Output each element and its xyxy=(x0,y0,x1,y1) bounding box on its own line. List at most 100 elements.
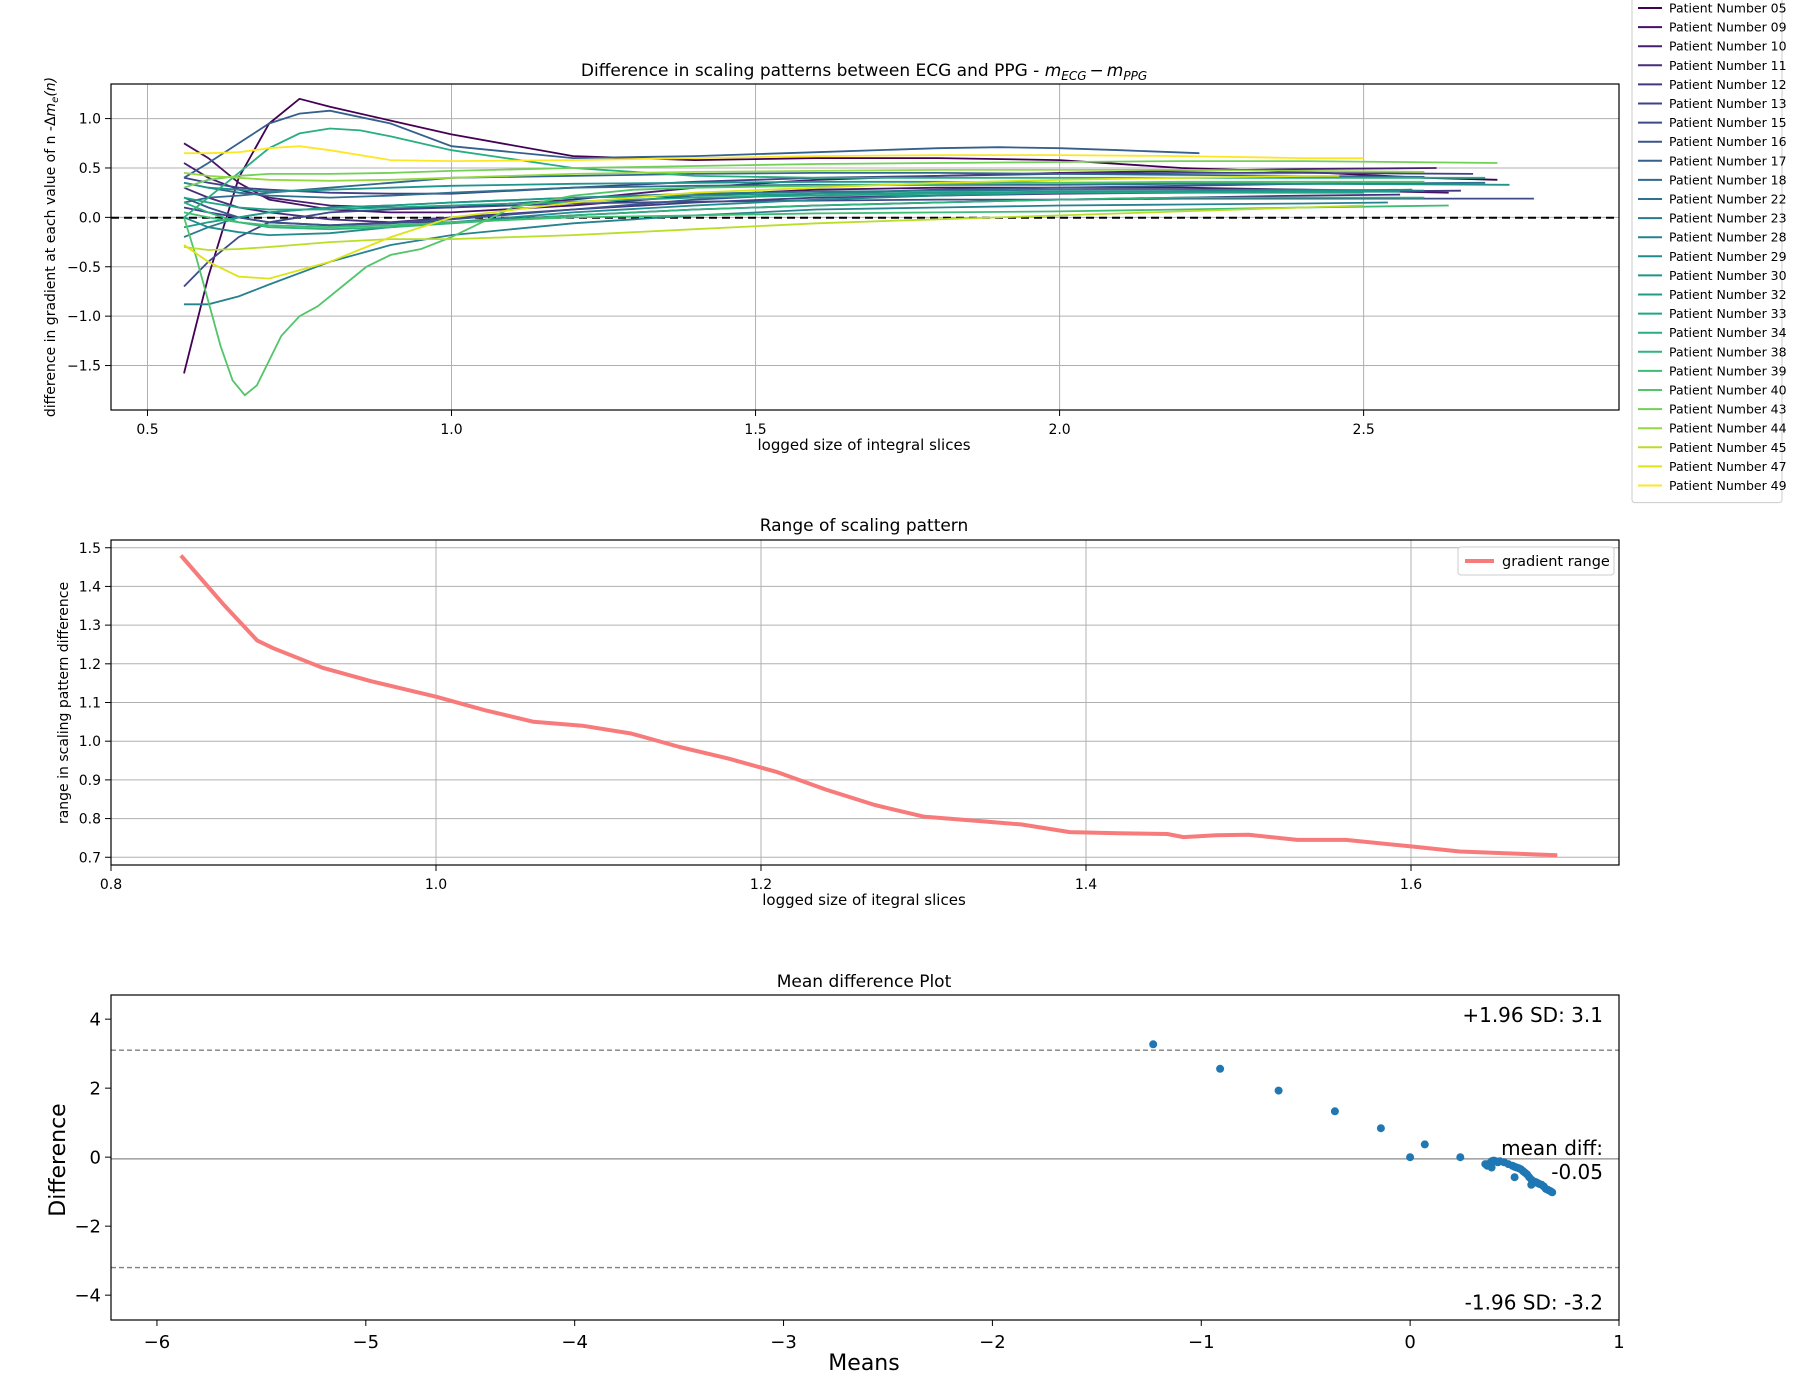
x-tick-label: 1.4 xyxy=(1075,877,1097,893)
x-tick-label: 2.0 xyxy=(1048,422,1070,438)
legend-box xyxy=(1631,0,1783,504)
chart1-x-axis-label: logged size of integral slices xyxy=(757,436,970,454)
x-tick-label: 0.8 xyxy=(100,877,122,893)
y-tick-label: 1.1 xyxy=(79,696,101,712)
chart1-legend: Patient Number 05 Patient Number 09 Patien… xyxy=(1631,0,1787,504)
y-tick-label: 0.8 xyxy=(79,812,101,828)
y-tick-label: 1.0 xyxy=(79,112,101,128)
mean-diff-label: mean diff: xyxy=(1501,1136,1603,1160)
chart1-y-axis-label: difference in gradient at each value of … xyxy=(43,77,61,417)
legend-entry: Patient Number 44 xyxy=(1669,421,1787,436)
x-tick-label: −4 xyxy=(561,1332,588,1353)
series-line-9 xyxy=(183,109,1200,179)
series-line-20 xyxy=(183,204,1449,229)
y-tick-label: 1.4 xyxy=(79,579,101,595)
legend-entry: Patient Number 38 xyxy=(1669,344,1787,359)
series-line-22 xyxy=(183,160,1498,189)
x-tick-label: −3 xyxy=(770,1332,797,1353)
legend-entry: Patient Number 13 xyxy=(1669,96,1787,111)
legend-entry: Patient Number 32 xyxy=(1669,287,1787,302)
chart2-y-axis-label: range in scaling pattern difference xyxy=(56,582,72,824)
y-tick-label: 0.9 xyxy=(79,773,101,789)
legend-entry: Patient Number 09 xyxy=(1669,20,1787,35)
series-line-1 xyxy=(183,97,1498,374)
series-line-11 xyxy=(183,181,1486,199)
legend-box xyxy=(1457,546,1615,576)
x-tick-label: −5 xyxy=(353,1332,380,1353)
range-scaling-chart: Range of scaling pattern 0.8 1.0 1.2 1.4 1.6… xyxy=(56,516,1620,909)
upper-limit-label: +1.96 SD: 3.1 xyxy=(1462,1003,1603,1027)
y-tick-label: −1.5 xyxy=(67,359,101,375)
series-line-10 xyxy=(183,172,1425,204)
legend-entry: Patient Number 43 xyxy=(1669,402,1787,417)
series-line-13 xyxy=(184,201,1388,306)
data-point xyxy=(1527,1180,1536,1189)
chart3-y-axis-label: Difference xyxy=(46,1103,71,1216)
legend-entry: Patient Number 11 xyxy=(1669,58,1787,73)
legend-entry: Patient Number 16 xyxy=(1669,134,1787,149)
legend-entry: Patient Number 33 xyxy=(1669,306,1787,321)
y-tick-label: 4 xyxy=(90,1010,101,1031)
scaling-difference-chart: Difference in scaling patterns between E… xyxy=(43,0,1787,504)
y-tick-label: 1.5 xyxy=(79,541,101,557)
x-tick-label: 1.5 xyxy=(744,422,766,438)
x-tick-label: 0 xyxy=(1404,1332,1415,1353)
y-tick-label: −1.0 xyxy=(67,309,101,325)
x-tick-label: −2 xyxy=(979,1332,1006,1353)
data-point xyxy=(1406,1153,1415,1162)
chart3-plot-frame xyxy=(110,994,1620,1321)
data-point xyxy=(1487,1163,1496,1172)
legend-entry: Patient Number 47 xyxy=(1669,459,1787,474)
legend-entry: Patient Number 17 xyxy=(1669,153,1787,168)
chart3-x-axis-label: Means xyxy=(828,1351,899,1376)
series-line-25 xyxy=(183,175,1340,280)
y-tick-label: 1.0 xyxy=(79,734,101,750)
series-line-23 xyxy=(183,169,1425,182)
y-tick-label: 1.2 xyxy=(79,657,101,673)
data-point xyxy=(1456,1153,1465,1162)
y-tick-label: 0.7 xyxy=(79,850,101,866)
x-tick-label: 2.5 xyxy=(1352,422,1374,438)
legend-entry: Patient Number 40 xyxy=(1669,383,1787,398)
legend-entry: Patient Number 29 xyxy=(1669,249,1787,264)
y-tick-label: −4 xyxy=(74,1286,101,1307)
series-line-18 xyxy=(183,127,1486,219)
legend-entry: Patient Number 12 xyxy=(1669,77,1787,92)
x-tick-label: 1.0 xyxy=(425,877,447,893)
chart2-x-axis-label: logged size of itegral slices xyxy=(762,891,966,909)
y-tick-label: 0.5 xyxy=(79,161,101,177)
x-tick-label: 1.6 xyxy=(1400,877,1422,893)
legend-entry: Patient Number 45 xyxy=(1669,440,1787,455)
series-line-3 xyxy=(183,162,1437,209)
series-line-26 xyxy=(184,145,1364,163)
legend-entry: gradient range xyxy=(1502,554,1610,570)
gradient-range-line xyxy=(179,554,1558,858)
series-line-24 xyxy=(183,204,1364,251)
data-point xyxy=(1274,1086,1283,1095)
legend-entry: Patient Number 30 xyxy=(1669,268,1787,283)
series-line-16 xyxy=(183,190,1401,229)
data-point xyxy=(1330,1107,1339,1116)
legend-entry: Patient Number 23 xyxy=(1669,211,1787,226)
data-point xyxy=(1510,1173,1519,1182)
data-point xyxy=(1216,1064,1225,1073)
legend-entry: Patient Number 34 xyxy=(1669,325,1787,340)
series-line-8 xyxy=(183,181,1364,227)
x-tick-label: 1.0 xyxy=(440,422,462,438)
x-tick-label: 1 xyxy=(1613,1332,1624,1353)
lower-limit-label: -1.96 SD: -3.2 xyxy=(1465,1291,1603,1315)
data-point xyxy=(1376,1124,1385,1133)
x-tick-label: −6 xyxy=(144,1332,171,1353)
x-tick-label: −1 xyxy=(1188,1332,1215,1353)
legend-entry: Patient Number 18 xyxy=(1669,172,1787,187)
legend-entry: Patient Number 22 xyxy=(1669,192,1787,207)
chart3-title: Mean difference Plot xyxy=(777,972,952,992)
y-tick-label: 0 xyxy=(90,1148,101,1169)
x-tick-label: 0.5 xyxy=(136,422,158,438)
chart1-title: Difference in scaling patterns between E… xyxy=(581,61,1147,83)
y-tick-label: −0.5 xyxy=(67,260,101,276)
chart2-title: Range of scaling pattern xyxy=(760,516,969,536)
data-point xyxy=(1420,1140,1429,1149)
data-point xyxy=(1548,1188,1557,1197)
